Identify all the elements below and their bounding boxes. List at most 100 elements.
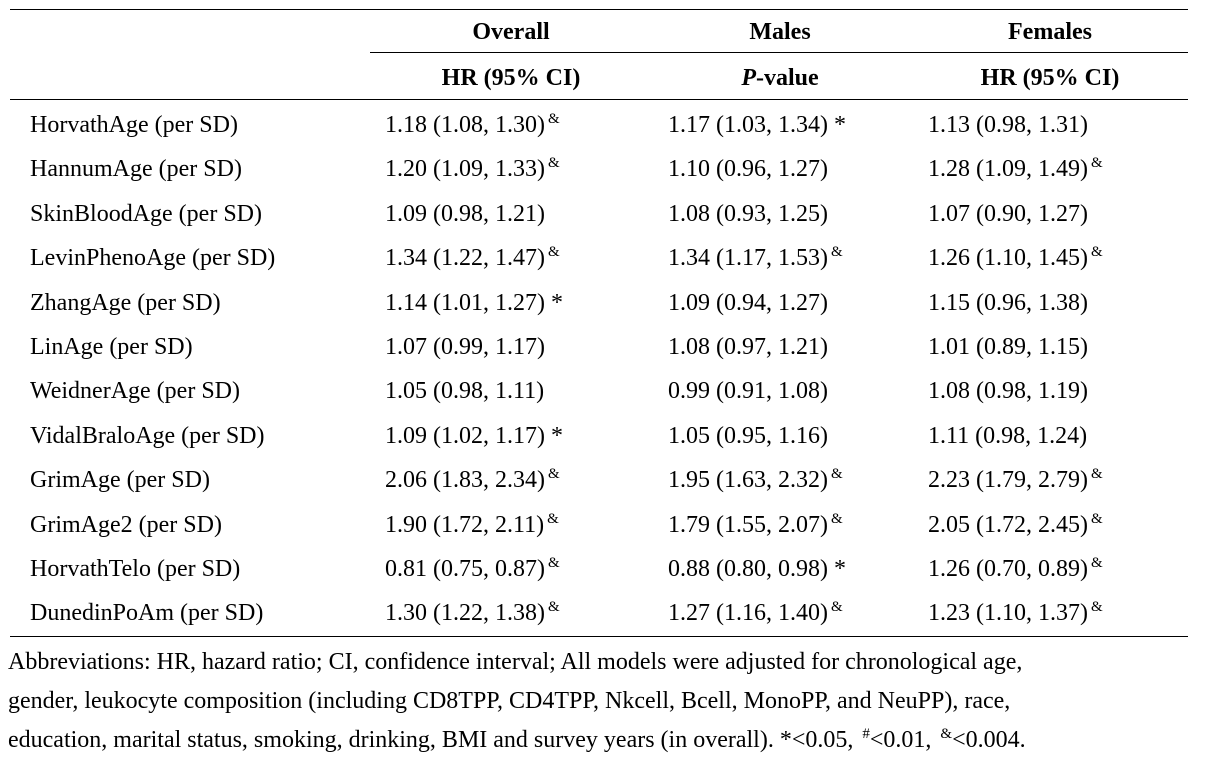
column-subheader: HR (95% CI) — [900, 63, 1200, 93]
row-label: WeidnerAge (per SD) — [30, 376, 240, 406]
footnote-line: education, marital status, smoking, drin… — [8, 725, 1026, 755]
label-text: GrimAge2 (per SD) — [30, 511, 222, 538]
significance-mark: & — [1090, 555, 1103, 571]
cell-text: 1.90 (1.72, 2.11) — [385, 511, 545, 538]
label-text: LevinPhenoAge (per SD) — [30, 245, 276, 272]
label-text: SkinBloodAge (per SD) — [30, 200, 262, 227]
row-label: ZhangAge (per SD) — [30, 288, 221, 318]
significance-mark: & — [547, 111, 560, 127]
cell: 1.07 (0.99, 1.17) — [385, 332, 545, 362]
cell: 1.18 (1.08, 1.30) & — [385, 110, 560, 140]
row-label: HorvathTelo (per SD) — [30, 554, 240, 584]
subheader-italic: P — [741, 65, 756, 91]
footnote-sup: # — [862, 726, 870, 742]
cell: 1.05 (0.98, 1.11) — [385, 376, 544, 406]
footnote-text: <0.01, — [869, 727, 938, 753]
cell-text: 1.23 (1.10, 1.37) — [928, 600, 1088, 627]
cell: 0.99 (0.91, 1.08) — [668, 376, 828, 406]
header-text: Females — [1008, 19, 1092, 45]
cell: 1.26 (0.70, 0.89) & — [928, 554, 1103, 584]
significance-mark: & — [1090, 244, 1103, 261]
footnote-text: <0.004. — [952, 727, 1026, 753]
footnote-text: Abbreviations: HR, hazard ratio; CI, con… — [8, 649, 1023, 675]
cell-text: 1.07 (0.90, 1.27) — [928, 200, 1088, 227]
cell: 0.88 (0.80, 0.98) * — [668, 554, 846, 584]
label-text: VidalBraloAge (per SD) — [30, 422, 265, 449]
label-text: HannumAge (per SD) — [30, 156, 242, 183]
cell: 0.81 (0.75, 0.87) & — [385, 554, 560, 584]
cell: 1.09 (0.94, 1.27) — [668, 288, 828, 318]
cell: 1.08 (0.98, 1.19) — [928, 376, 1088, 406]
cell: 1.30 (1.22, 1.38) & — [385, 598, 560, 628]
column-header: Overall — [411, 17, 611, 47]
header-rule — [370, 52, 1188, 53]
cell: 1.15 (0.96, 1.38) — [928, 288, 1088, 318]
cell: 1.79 (1.55, 2.07) & — [668, 510, 843, 540]
label-text: ZhangAge (per SD) — [30, 289, 221, 316]
footnote-sup: & — [940, 726, 953, 742]
significance-mark: & — [547, 155, 560, 172]
cell-text: 0.81 (0.75, 0.87) — [385, 556, 545, 582]
significance-mark: & — [830, 244, 843, 261]
cell: 1.90 (1.72, 2.11) & — [385, 510, 559, 540]
cell-text: 0.99 (0.91, 1.08) — [668, 378, 828, 405]
footnote-text: education, marital status, smoking, drin… — [8, 727, 860, 753]
cell-text: 1.07 (0.99, 1.17) — [385, 334, 545, 360]
significance-mark: & — [830, 599, 843, 616]
cell-text: 1.11 (0.98, 1.24) — [928, 422, 1088, 449]
footnote-line: gender, leukocyte composition (including… — [8, 686, 1010, 716]
significance-mark: & — [547, 599, 560, 616]
cell-text: 1.30 (1.22, 1.38) — [385, 600, 545, 627]
subheader-text: HR (95% CI) — [441, 65, 581, 91]
footnote-text: gender, leukocyte composition (including… — [8, 688, 1011, 714]
significance-mark: & — [830, 510, 843, 527]
cell-text: 1.79 (1.55, 2.07) — [668, 511, 828, 538]
cell-text: 0.88 (0.80, 0.98) * — [668, 556, 846, 582]
cell: 1.08 (0.97, 1.21) — [668, 332, 828, 362]
significance-mark: & — [547, 244, 560, 261]
cell: 1.95 (1.63, 2.32) & — [668, 465, 843, 495]
cell-text: 1.10 (0.96, 1.27) — [668, 156, 828, 183]
cell-text: 1.17 (1.03, 1.34) * — [668, 112, 846, 138]
subheader-text: HR (95% CI) — [980, 65, 1120, 91]
cell-text: 1.09 (0.98, 1.21) — [385, 200, 545, 227]
cell-text: 1.34 (1.22, 1.47) — [385, 245, 545, 272]
cell: 1.13 (0.98, 1.31) — [928, 110, 1088, 140]
significance-mark: & — [1090, 466, 1103, 483]
cell-text: 1.13 (0.98, 1.31) — [928, 112, 1088, 138]
label-text: HorvathAge (per SD) — [30, 112, 238, 138]
row-label: LinAge (per SD) — [30, 332, 193, 362]
row-label: HannumAge (per SD) — [30, 154, 242, 184]
cell: 1.09 (0.98, 1.21) — [385, 199, 545, 229]
cell: 1.28 (1.09, 1.49) & — [928, 154, 1103, 184]
cell-text: 1.05 (0.95, 1.16) — [668, 422, 828, 449]
significance-mark: & — [547, 555, 560, 571]
row-label: SkinBloodAge (per SD) — [30, 199, 262, 229]
cell-text: 1.08 (0.97, 1.21) — [668, 334, 828, 360]
label-text: GrimAge (per SD) — [30, 467, 210, 494]
cell: 2.06 (1.83, 2.34) & — [385, 465, 560, 495]
column-subheader: P-value — [630, 63, 930, 93]
significance-mark: & — [1090, 155, 1103, 172]
cell-text: 1.18 (1.08, 1.30) — [385, 112, 545, 138]
cell-text: 1.09 (0.94, 1.27) — [668, 289, 828, 316]
cell-text: 1.28 (1.09, 1.49) — [928, 156, 1088, 183]
column-header: Males — [680, 17, 880, 47]
significance-mark: & — [1090, 599, 1103, 616]
cell: 1.34 (1.22, 1.47) & — [385, 243, 560, 273]
cell: 2.05 (1.72, 2.45) & — [928, 510, 1103, 540]
cell: 1.08 (0.93, 1.25) — [668, 199, 828, 229]
row-label: GrimAge2 (per SD) — [30, 510, 222, 540]
significance-mark: & — [547, 466, 560, 483]
cell: 2.23 (1.79, 2.79) & — [928, 465, 1103, 495]
row-label: LevinPhenoAge (per SD) — [30, 243, 275, 273]
cell: 1.17 (1.03, 1.34) * — [668, 110, 846, 140]
cell: 1.07 (0.90, 1.27) — [928, 199, 1088, 229]
footnote-line: Abbreviations: HR, hazard ratio; CI, con… — [8, 647, 1022, 677]
cell-text: 1.34 (1.17, 1.53) — [668, 245, 828, 272]
cell: 1.20 (1.09, 1.33) & — [385, 154, 560, 184]
subheader-text: -value — [756, 65, 819, 91]
cell-text: 1.15 (0.96, 1.38) — [928, 289, 1088, 316]
cell-text: 1.14 (1.01, 1.27) * — [385, 289, 563, 316]
